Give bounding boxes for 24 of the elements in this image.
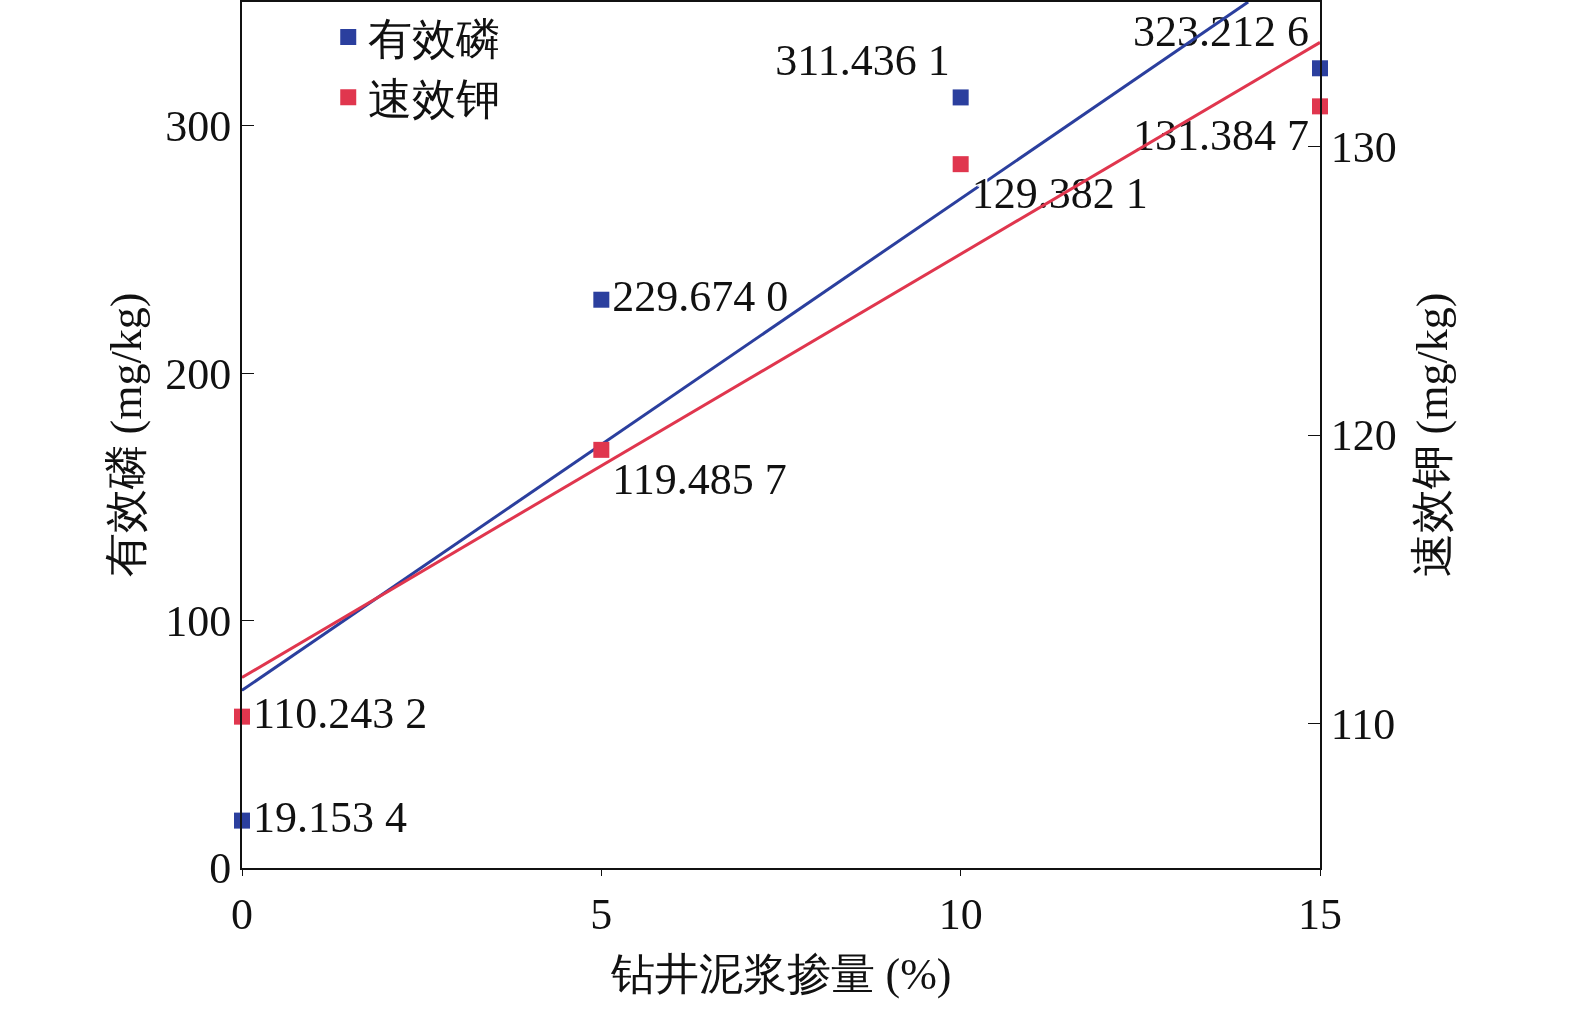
data-label: 110.243 2: [253, 688, 428, 738]
point: [952, 156, 969, 173]
x-tick-label: 5: [590, 889, 613, 939]
y-axis-title: 有效磷 (mg/kg): [101, 292, 151, 578]
data-label: 119.485 7: [612, 454, 787, 504]
point: [593, 441, 610, 458]
data-label: 19.153 4: [253, 792, 407, 842]
legend-label: 有效磷: [368, 15, 501, 65]
y2-tick-label: 130: [1330, 122, 1397, 172]
y2-axis-title: 速效钾 (mg/kg): [1407, 292, 1457, 578]
legend-label: 速效钾: [368, 75, 501, 125]
x-tick-label: 15: [1298, 889, 1342, 939]
y-tick-label: 200: [165, 349, 232, 399]
data-label: 229.674 0: [612, 271, 789, 321]
data-label: 311.436 1: [775, 36, 950, 86]
y-tick-label: 100: [165, 596, 232, 646]
y-tick-label: 300: [165, 102, 232, 152]
point: [593, 291, 610, 308]
y2-tick-label: 110: [1330, 700, 1396, 750]
y-tick-label: 0: [209, 844, 232, 894]
x-axis-title: 钻井泥浆掺量 (%): [609, 949, 952, 999]
point: [952, 89, 969, 106]
x-tick-label: 10: [938, 889, 983, 939]
y2-tick-label: 120: [1330, 411, 1397, 461]
